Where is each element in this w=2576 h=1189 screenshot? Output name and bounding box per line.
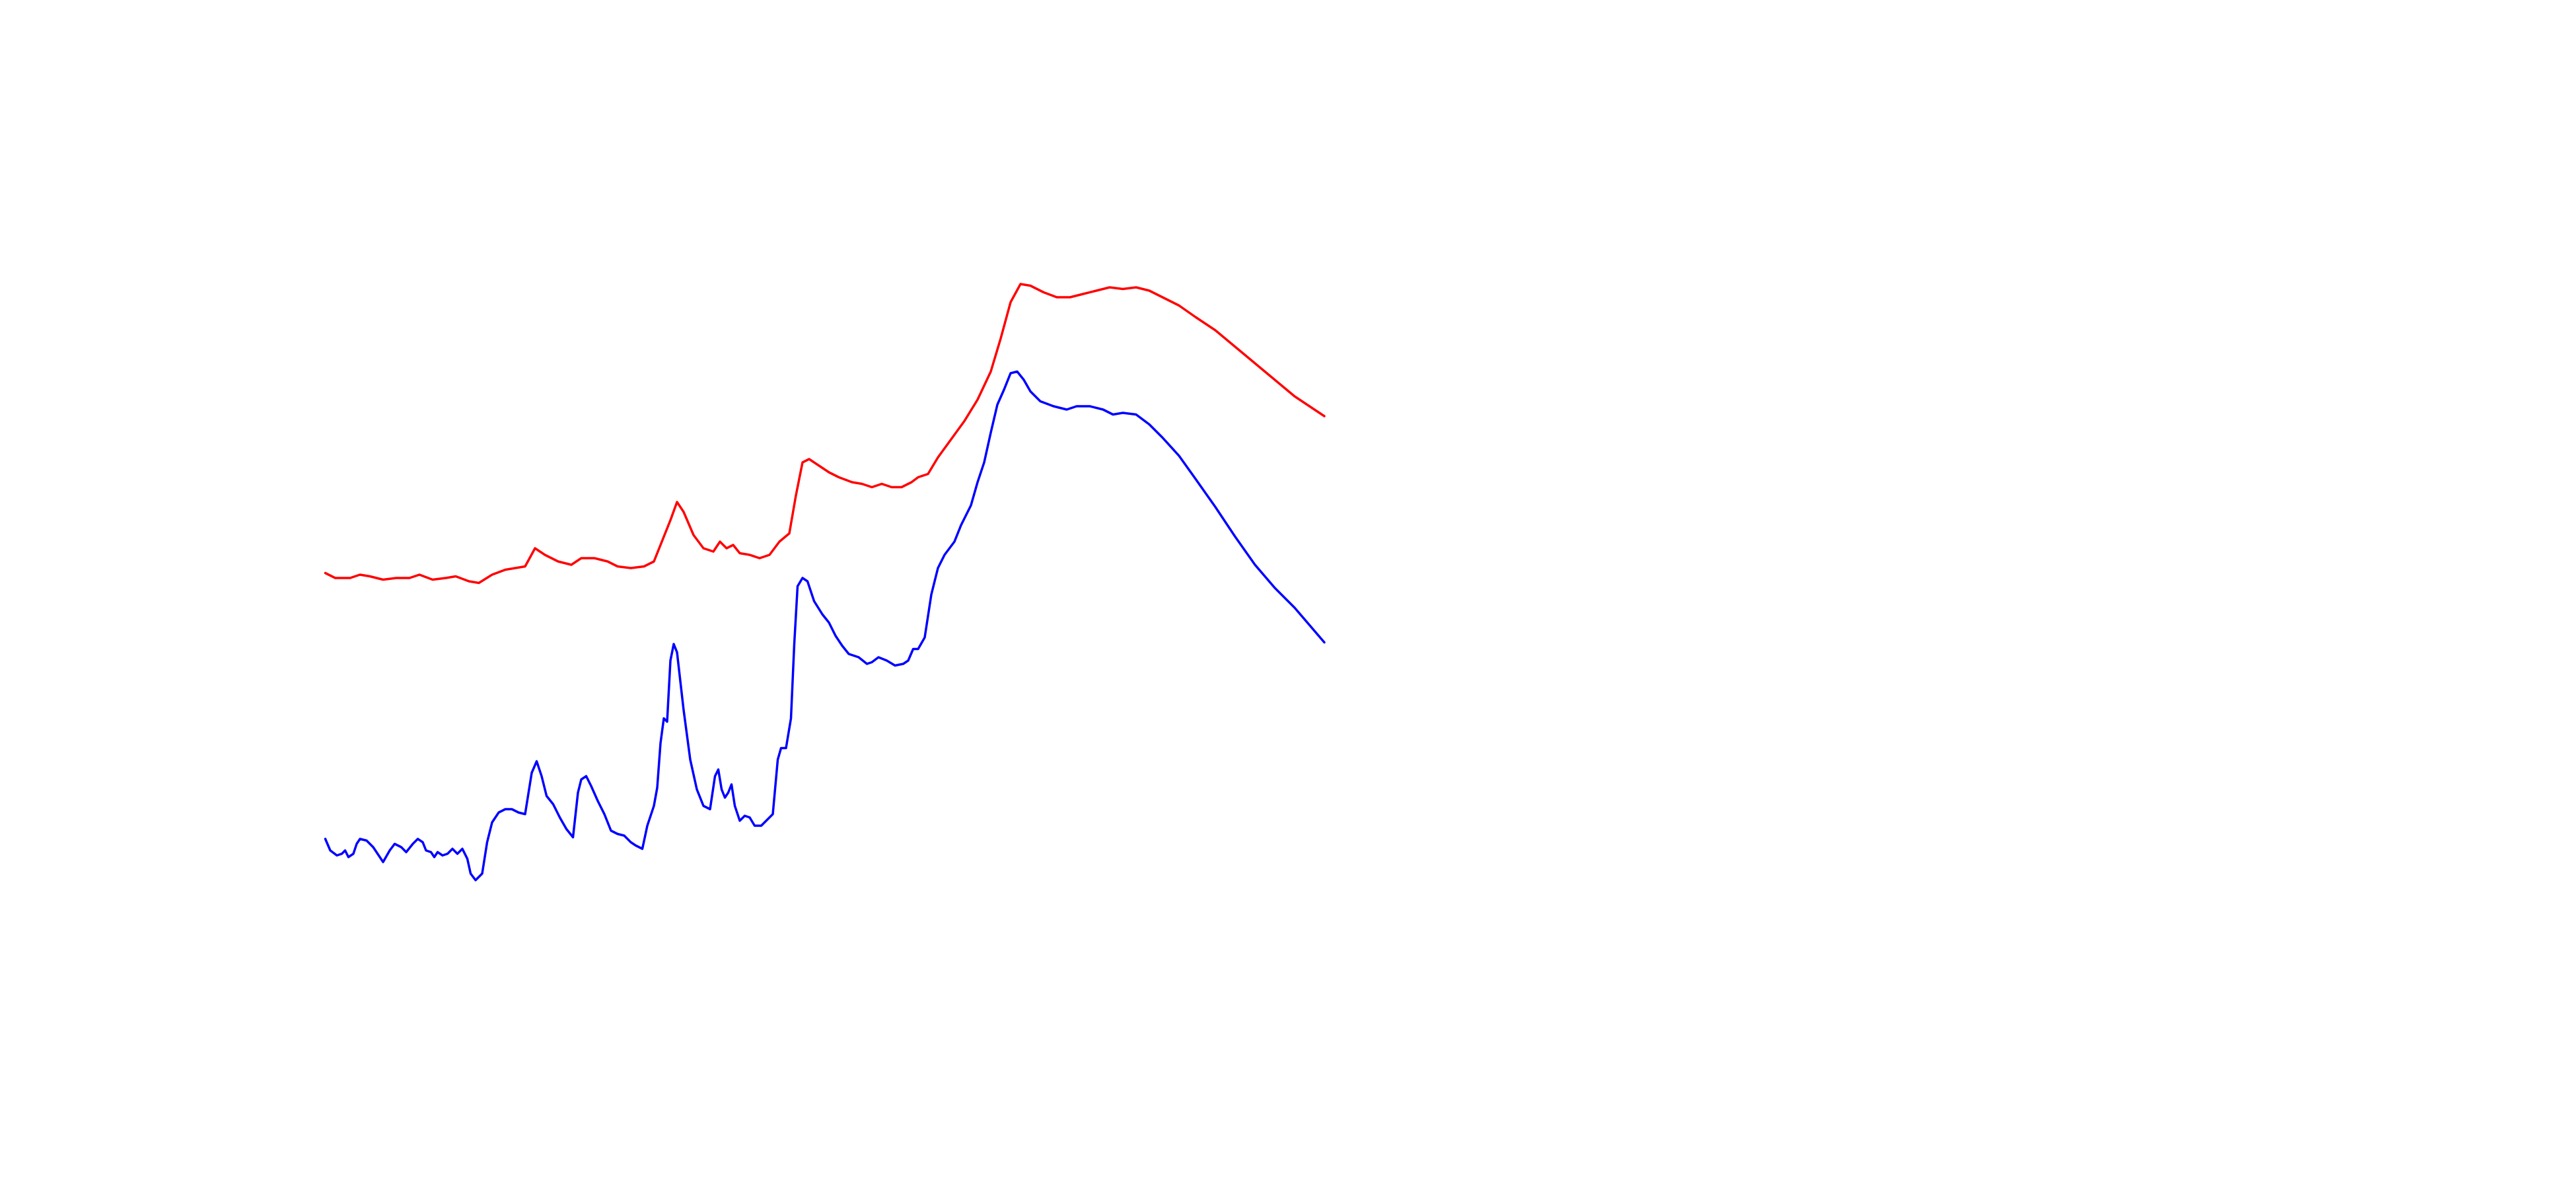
data-line xyxy=(324,283,1326,585)
data-line xyxy=(324,370,1326,882)
